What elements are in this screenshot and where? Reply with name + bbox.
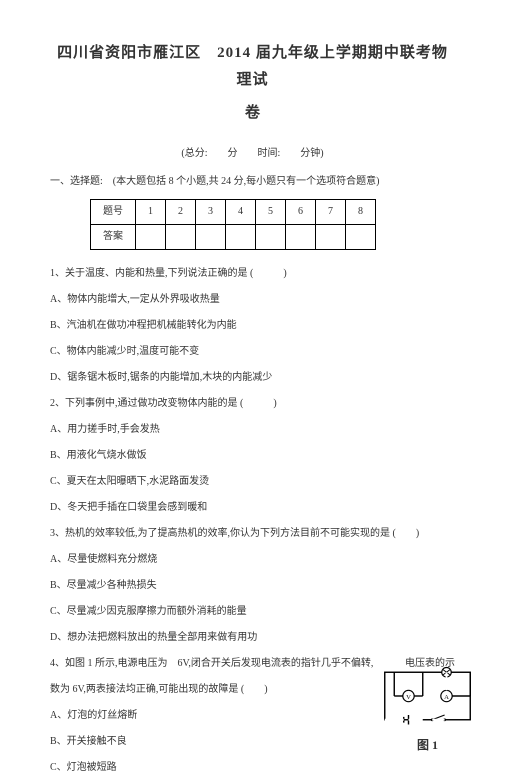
q2-opt-c: C、夏天在太阳曝晒下,水泥路面发烫: [50, 472, 455, 492]
col-num: 2: [166, 200, 196, 225]
circuit-figure: V A 图 1: [380, 666, 475, 757]
section1-header: 一、选择题: (本大题包括 8 个小题,共 24 分,每小题只有一个选项符合题意…: [50, 173, 455, 191]
q3-opt-b: B、尽量减少各种热损失: [50, 576, 455, 596]
col-num: 7: [316, 200, 346, 225]
q4-container: 4、如图 1 所示,电源电压为 6V,闭合开关后发现电流表的指针几乎不偏转, 电…: [50, 654, 455, 778]
q1-opt-c: C、物体内能减少时,温度可能不变: [50, 342, 455, 362]
col-num: 6: [286, 200, 316, 225]
q3-opt-c: C、尽量减少因克服摩擦力而额外消耗的能量: [50, 602, 455, 622]
col-num: 1: [136, 200, 166, 225]
q2-opt-d: D、冬天把手插在口袋里会感到暖和: [50, 498, 455, 518]
col-num: 5: [256, 200, 286, 225]
q2-stem: 2、下列事例中,通过做功改变物体内能的是 ( ): [50, 394, 455, 414]
answer-cell: [226, 225, 256, 250]
answer-cell: [346, 225, 376, 250]
q1-opt-a: A、物体内能增大,一定从外界吸收热量: [50, 290, 455, 310]
row-label: 答案: [91, 225, 136, 250]
exam-title-line1: 四川省资阳市雁江区 2014 届九年级上学期期中联考物理试: [50, 40, 455, 94]
exam-title-line2: 卷: [50, 100, 455, 127]
q2-opt-a: A、用力搓手时,手会发热: [50, 420, 455, 440]
q3-opt-d: D、想办法把燃料放出的热量全部用来做有用功: [50, 628, 455, 648]
answer-cell: [196, 225, 226, 250]
q1-stem: 1、关于温度、内能和热量,下列说法正确的是 ( ): [50, 264, 455, 284]
answer-cell: [316, 225, 346, 250]
answer-cell: [286, 225, 316, 250]
table-row: 答案: [91, 225, 376, 250]
q4-opt-c: C、灯泡被短路: [50, 758, 455, 778]
table-row: 题号 1 2 3 4 5 6 7 8: [91, 200, 376, 225]
circuit-icon: V A: [380, 666, 475, 726]
answer-cell: [166, 225, 196, 250]
answer-cell: [256, 225, 286, 250]
q1-opt-b: B、汽油机在做功冲程把机械能转化为内能: [50, 316, 455, 336]
col-num: 8: [346, 200, 376, 225]
q1-opt-d: D、锯条锯木板时,锯条的内能增加,木块的内能减少: [50, 368, 455, 388]
q3-stem: 3、热机的效率较低,为了提高热机的效率,你认为下列方法目前不可能实现的是 ( ): [50, 524, 455, 544]
figure-label: 图 1: [380, 735, 475, 757]
q3-opt-a: A、尽量使燃料充分燃烧: [50, 550, 455, 570]
row-label: 题号: [91, 200, 136, 225]
q2-opt-b: B、用液化气烧水做饭: [50, 446, 455, 466]
q4-stem-a: 4、如图 1 所示,电源电压为 6V,闭合开关后发现电流表的指针几乎不偏转,: [50, 658, 373, 669]
score-time-line: (总分: 分 时间: 分钟): [50, 145, 455, 163]
svg-text:A: A: [444, 694, 449, 701]
answer-table: 题号 1 2 3 4 5 6 7 8 答案: [90, 199, 376, 250]
col-num: 4: [226, 200, 256, 225]
svg-text:V: V: [406, 694, 411, 701]
col-num: 3: [196, 200, 226, 225]
answer-cell: [136, 225, 166, 250]
